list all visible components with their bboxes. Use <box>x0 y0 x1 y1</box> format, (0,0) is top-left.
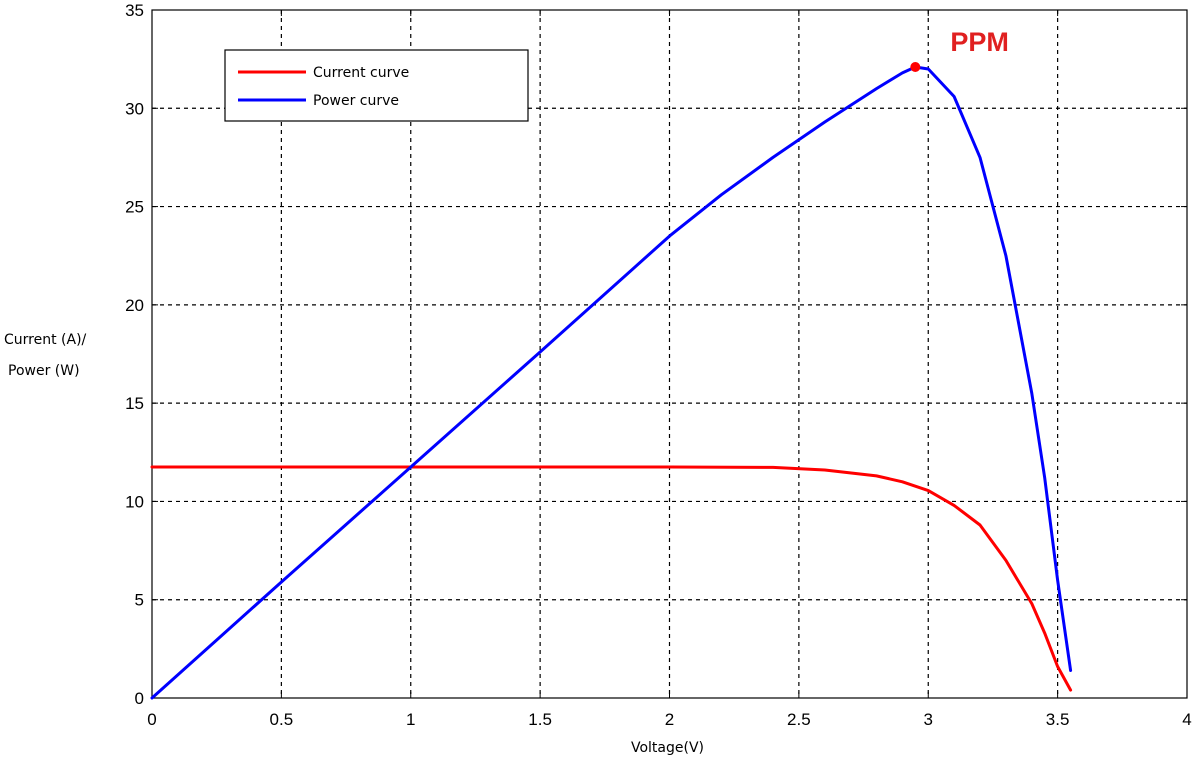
x-tick-label: 1 <box>406 710 415 729</box>
legend: Current curve Power curve <box>224 49 529 122</box>
legend-label-power: Power curve <box>313 93 399 109</box>
y-tick-label: 5 <box>135 591 144 610</box>
y-tick-label: 15 <box>125 394 144 413</box>
x-tick-label: 0.5 <box>270 710 294 729</box>
x-tick-label: 3 <box>924 710 933 729</box>
y-tick-label: 0 <box>135 689 144 708</box>
series-layer <box>150 65 1073 700</box>
y-tick-label: 20 <box>125 296 144 315</box>
x-tick-label: 2.5 <box>787 710 811 729</box>
y-tick-label: 30 <box>125 99 144 118</box>
grid <box>152 10 1187 698</box>
y-tick-label: 35 <box>125 1 144 20</box>
tick-labels: 0 0.5 1 1.5 2 2.5 3 3.5 4 0 5 10 15 20 25 30 35 <box>125 1 1192 729</box>
y-axis-label-line2: Power (W) <box>8 363 80 379</box>
current-curve-line <box>150 465 1073 692</box>
marker-layer <box>910 62 921 73</box>
ppm-annotation: PPM <box>950 27 1009 57</box>
x-tick-label: 4 <box>1182 710 1191 729</box>
x-axis-label: Voltage(V) <box>631 740 704 756</box>
x-tick-label: 0 <box>147 710 156 729</box>
ppm-marker <box>910 62 921 73</box>
x-tick-label: 2 <box>665 710 674 729</box>
legend-label-current: Current curve <box>313 65 409 81</box>
x-tick-label: 3.5 <box>1046 710 1070 729</box>
y-tick-label: 10 <box>125 492 144 511</box>
legend-box <box>224 49 529 122</box>
y-axis-label-line1: Current (A)/ <box>4 332 87 348</box>
y-tick-label: 25 <box>125 198 144 217</box>
power-curve-line <box>150 65 1073 700</box>
x-tick-label: 1.5 <box>528 710 552 729</box>
